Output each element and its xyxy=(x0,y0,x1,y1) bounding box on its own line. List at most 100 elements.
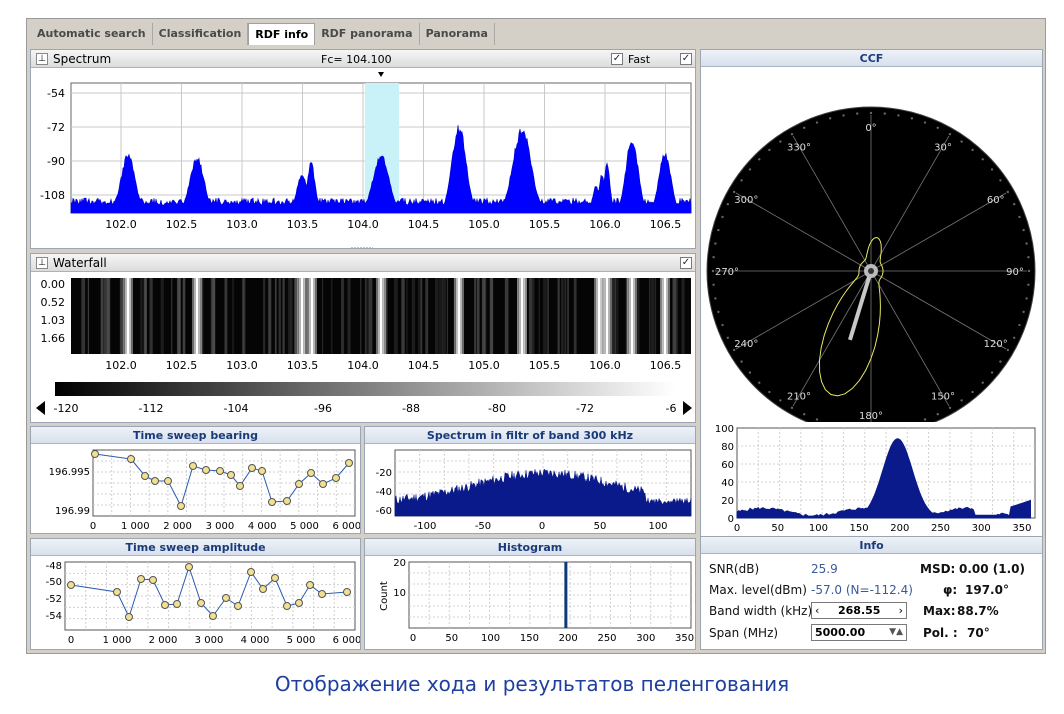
msd-value: 0.00 (1.0) xyxy=(959,562,1026,576)
spectrum-grid xyxy=(71,83,691,213)
spectrum-visible-checkbox[interactable]: ✓ xyxy=(680,53,692,65)
data-point xyxy=(306,581,314,589)
spectrum-panel: ⊥ Spectrum Fc= 104.100 ✓ Fast ✓ -54 -72 -9… xyxy=(30,49,696,249)
data-point xyxy=(319,480,327,488)
y-tick-label: 20 xyxy=(721,496,734,507)
x-tick-label: -50 xyxy=(475,521,491,532)
pin-icon[interactable]: ⊥ xyxy=(36,53,48,65)
data-point xyxy=(295,599,303,607)
fast-checkbox[interactable]: ✓ xyxy=(611,53,623,65)
spectrum-y-ticks: -54 -72 -90 -108 xyxy=(40,87,65,202)
data-point xyxy=(307,469,315,477)
tab-panorama[interactable]: Panorama xyxy=(420,23,495,45)
y-tick-label: 40 xyxy=(721,478,734,489)
x-tick-label: 106.0 xyxy=(589,359,621,372)
x-tick-label: 5 000 xyxy=(290,521,319,532)
polar-angle-label: 240° xyxy=(734,339,758,350)
tab-rdf-panorama[interactable]: RDF panorama xyxy=(315,23,420,45)
data-point xyxy=(248,464,256,472)
x-tick-label: 50 xyxy=(445,633,458,644)
data-point xyxy=(209,612,217,620)
fc-marker-icon[interactable] xyxy=(378,72,384,77)
data-point xyxy=(343,588,351,596)
x-tick-label: 100 xyxy=(648,521,667,532)
ccf-pattern-curve xyxy=(818,236,884,397)
waterfall-visible-checkbox[interactable]: ✓ xyxy=(680,257,692,269)
x-tick-label: 105.0 xyxy=(468,218,500,231)
y-tick-label: -54 xyxy=(46,611,62,622)
polar-angle-label: 180° xyxy=(859,411,883,422)
y-tick-label: -50 xyxy=(46,577,62,588)
x-tick-label: 0 xyxy=(410,633,416,644)
tab-automatic-search[interactable]: Automatic search xyxy=(31,23,153,45)
x-tick-label: 102.5 xyxy=(166,359,198,372)
y-tick-label: -90 xyxy=(47,155,65,168)
spin-right-icon[interactable]: › xyxy=(898,604,903,617)
data-point xyxy=(141,472,149,480)
time-sweep-amplitude-chart[interactable]: -48 -50 -52 -54 0 1 000 2 000 3 000 4 000 5 000 6 … xyxy=(31,556,361,650)
y-tick-label: 20 xyxy=(393,558,406,569)
data-point xyxy=(318,590,326,598)
data-point xyxy=(185,563,193,571)
spin-up-down-icon[interactable]: ▼▲ xyxy=(889,627,903,637)
data-point xyxy=(161,601,169,609)
data-point xyxy=(202,466,210,474)
ccf-title: CCF xyxy=(701,50,1042,67)
msd-label: MSD: xyxy=(920,562,956,576)
x-tick-label: 4 000 xyxy=(241,635,270,646)
histogram-ylabel: Count xyxy=(379,581,390,611)
time-sweep-bearing-chart[interactable]: 196.995 196.990 1 000 2 000 3 000 4 000 5 000 6… xyxy=(31,444,361,534)
waterfall-chart[interactable]: 0.00 0.52 1.03 1.66 102.0 102.5 103.0 103.5 104… xyxy=(31,272,696,423)
y-tick-label: 80 xyxy=(721,442,734,453)
data-point xyxy=(332,474,340,482)
x-tick-label: 4 000 xyxy=(248,521,277,532)
span-input[interactable]: 5000.00 ▼▲ xyxy=(811,624,907,641)
data-point xyxy=(234,602,242,610)
polar-angle-label: 120° xyxy=(984,339,1008,350)
x-tick-label: 250 xyxy=(597,633,616,644)
tab-rdf-info[interactable]: RDF info xyxy=(248,23,316,45)
y-tick-label: -52 xyxy=(46,594,62,605)
x-tick-label: 300 xyxy=(636,633,655,644)
scale-left-arrow-icon[interactable] xyxy=(36,401,45,415)
data-point xyxy=(247,568,255,576)
ccf-polar-chart[interactable]: 0° 30° 60° 90° 120° 150° 180° 210° 240° 270° 300° 3… xyxy=(701,67,1043,422)
x-tick-label: 1 000 xyxy=(121,521,150,532)
data-point xyxy=(91,450,99,458)
data-point xyxy=(227,471,235,479)
data-point xyxy=(125,613,133,621)
x-tick-label: 105.0 xyxy=(468,359,500,372)
x-tick-label: 104.5 xyxy=(408,359,440,372)
x-tick-label: 6 000 xyxy=(333,635,361,646)
data-point xyxy=(177,502,185,510)
bearing-needle xyxy=(848,270,873,341)
spectrum-chart[interactable]: -54-72-90-108 102.0 102.5 103.0 103.5 104.0 1… xyxy=(31,68,696,249)
figure-caption: Отображение хода и результатов пеленгова… xyxy=(274,672,790,696)
bandwidth-spinner[interactable]: ‹ 268.55 › xyxy=(811,602,907,619)
center-frequency-label: Fc= 104.100 xyxy=(321,53,392,66)
spectrum-filtr-chart[interactable]: -20 -40 -60 -100 -50 0 50 100 xyxy=(365,444,696,534)
spectrum-filtr-panel: Spectrum in filtr of band 300 kHz -20 -40… xyxy=(364,426,696,534)
x-tick-label: 103.5 xyxy=(287,218,319,231)
tab-classification[interactable]: Classification xyxy=(153,23,249,45)
x-tick-label: 102.0 xyxy=(105,218,137,231)
rdf-window: Automatic search Classification RDF info… xyxy=(26,18,1046,654)
spin-left-icon[interactable]: ‹ xyxy=(815,604,820,617)
histogram-panel: Histogram 20 10 0 50 100 150 200 250 300 350 Count xyxy=(364,538,696,650)
pol-label: Pol. : xyxy=(923,626,958,640)
time-sweep-bearing-panel: Time sweep bearing 196.995 196.99 0 1 000 2 … xyxy=(30,426,361,534)
data-point xyxy=(283,497,291,505)
y-tick-label: -40 xyxy=(376,487,392,498)
span-value: 5000.00 xyxy=(815,626,866,639)
scale-right-arrow-icon[interactable] xyxy=(683,401,692,415)
data-point xyxy=(222,594,230,602)
x-tick-label: 0 xyxy=(68,635,74,646)
filtr-spectrum-trace xyxy=(394,468,692,517)
waterfall-title: Waterfall xyxy=(53,256,107,270)
fast-label: Fast xyxy=(628,53,651,66)
intensity-scale-bar[interactable] xyxy=(55,382,675,396)
pin-icon[interactable]: ⊥ xyxy=(36,257,48,269)
y-tick-label: 1.03 xyxy=(41,314,66,327)
